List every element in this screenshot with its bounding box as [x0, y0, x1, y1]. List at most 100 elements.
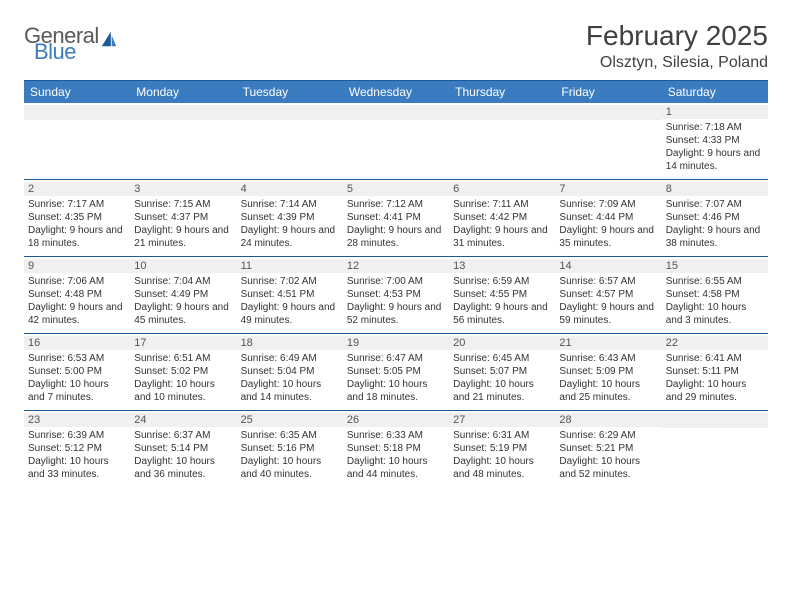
day-details: Sunrise: 7:07 AMSunset: 4:46 PMDaylight:…: [666, 198, 764, 250]
day-number: 10: [130, 259, 236, 273]
day-cell: 18 Sunrise: 6:49 AMSunset: 5:04 PMDayligh…: [237, 334, 343, 410]
day-number: 17: [130, 336, 236, 350]
calendar-page: General Blue February 2025 Olsztyn, Sile…: [0, 0, 792, 497]
header: General Blue February 2025 Olsztyn, Sile…: [24, 20, 768, 72]
day-details: Sunrise: 7:00 AMSunset: 4:53 PMDaylight:…: [347, 275, 445, 327]
day-number: 13: [449, 259, 555, 273]
day-number: 7: [555, 182, 661, 196]
day-details: Sunrise: 6:41 AMSunset: 5:11 PMDaylight:…: [666, 352, 764, 404]
day-number: 4: [237, 182, 343, 196]
day-details: Sunrise: 7:14 AMSunset: 4:39 PMDaylight:…: [241, 198, 339, 250]
day-number: 24: [130, 413, 236, 427]
day-cell: 1Sunrise: 7:18 AMSunset: 4:33 PMDaylight…: [662, 103, 768, 179]
title-block: February 2025 Olsztyn, Silesia, Poland: [586, 20, 768, 72]
day-number: 27: [449, 413, 555, 427]
day-number: 18: [237, 336, 343, 350]
week-row: 2 Sunrise: 7:17 AMSunset: 4:35 PMDaylight…: [24, 179, 768, 256]
day-details: Sunrise: 7:18 AMSunset: 4:33 PMDaylight:…: [666, 121, 764, 173]
day-details: Sunrise: 6:33 AMSunset: 5:18 PMDaylight:…: [347, 429, 445, 481]
empty-day-cell: [237, 103, 343, 179]
day-details: Sunrise: 7:12 AMSunset: 4:41 PMDaylight:…: [347, 198, 445, 250]
day-details: Sunrise: 7:09 AMSunset: 4:44 PMDaylight:…: [559, 198, 657, 250]
day-number: 5: [343, 182, 449, 196]
weekday-header-row: SundayMondayTuesdayWednesdayThursdayFrid…: [24, 81, 768, 103]
day-details: Sunrise: 7:02 AMSunset: 4:51 PMDaylight:…: [241, 275, 339, 327]
day-number: 26: [343, 413, 449, 427]
day-cell: 15 Sunrise: 6:55 AMSunset: 4:58 PMDayligh…: [662, 257, 768, 333]
weekday-header-cell: Wednesday: [343, 81, 449, 103]
day-number: 8: [662, 182, 768, 196]
day-number: 25: [237, 413, 343, 427]
day-details: Sunrise: 7:15 AMSunset: 4:37 PMDaylight:…: [134, 198, 232, 250]
day-number: [237, 105, 343, 120]
day-details: Sunrise: 7:17 AMSunset: 4:35 PMDaylight:…: [28, 198, 126, 250]
day-number: 20: [449, 336, 555, 350]
weekday-header-cell: Tuesday: [237, 81, 343, 103]
day-number: 9: [24, 259, 130, 273]
weeks-container: 1Sunrise: 7:18 AMSunset: 4:33 PMDaylight…: [24, 103, 768, 487]
page-title: February 2025: [586, 20, 768, 52]
day-cell: 10Sunrise: 7:04 AMSunset: 4:49 PMDayligh…: [130, 257, 236, 333]
logo: General Blue: [24, 26, 118, 62]
day-number: 2: [24, 182, 130, 196]
day-cell: 17 Sunrise: 6:51 AMSunset: 5:02 PMDayligh…: [130, 334, 236, 410]
day-details: Sunrise: 6:59 AMSunset: 4:55 PMDaylight:…: [453, 275, 551, 327]
day-number: 28: [555, 413, 661, 427]
day-cell: 4 Sunrise: 7:14 AMSunset: 4:39 PMDaylight…: [237, 180, 343, 256]
day-cell: 7 Sunrise: 7:09 AMSunset: 4:44 PMDaylight…: [555, 180, 661, 256]
empty-day-cell: [555, 103, 661, 179]
day-number: 21: [555, 336, 661, 350]
week-row: 16Sunrise: 6:53 AMSunset: 5:00 PMDayligh…: [24, 333, 768, 410]
day-details: Sunrise: 6:51 AMSunset: 5:02 PMDaylight:…: [134, 352, 232, 404]
day-cell: 13 Sunrise: 6:59 AMSunset: 4:55 PMDayligh…: [449, 257, 555, 333]
day-number: 3: [130, 182, 236, 196]
day-number: [343, 105, 449, 120]
day-cell: 20 Sunrise: 6:45 AMSunset: 5:07 PMDayligh…: [449, 334, 555, 410]
day-number: [555, 105, 661, 120]
empty-day-cell: [24, 103, 130, 179]
day-cell: 27Sunrise: 6:31 AMSunset: 5:19 PMDayligh…: [449, 411, 555, 487]
day-cell: 22 Sunrise: 6:41 AMSunset: 5:11 PMDayligh…: [662, 334, 768, 410]
empty-day-cell: [343, 103, 449, 179]
day-number: 16: [24, 336, 130, 350]
empty-day-cell: [130, 103, 236, 179]
day-number: [449, 105, 555, 120]
weekday-header-cell: Sunday: [24, 81, 130, 103]
day-details: Sunrise: 6:45 AMSunset: 5:07 PMDaylight:…: [453, 352, 551, 404]
day-number: [662, 413, 768, 428]
weekday-header-cell: Thursday: [449, 81, 555, 103]
logo-text-blue: Blue: [34, 42, 118, 62]
page-subtitle: Olsztyn, Silesia, Poland: [586, 54, 768, 72]
day-cell: 5 Sunrise: 7:12 AMSunset: 4:41 PMDaylight…: [343, 180, 449, 256]
week-row: 23Sunrise: 6:39 AMSunset: 5:12 PMDayligh…: [24, 410, 768, 487]
day-details: Sunrise: 6:39 AMSunset: 5:12 PMDaylight:…: [28, 429, 126, 481]
day-number: [24, 105, 130, 120]
day-number: 11: [237, 259, 343, 273]
week-row: 1Sunrise: 7:18 AMSunset: 4:33 PMDaylight…: [24, 103, 768, 179]
day-number: 6: [449, 182, 555, 196]
day-details: Sunrise: 6:49 AMSunset: 5:04 PMDaylight:…: [241, 352, 339, 404]
day-cell: 26 Sunrise: 6:33 AMSunset: 5:18 PMDayligh…: [343, 411, 449, 487]
day-details: Sunrise: 6:57 AMSunset: 4:57 PMDaylight:…: [559, 275, 657, 327]
day-cell: 9Sunrise: 7:06 AMSunset: 4:48 PMDaylight…: [24, 257, 130, 333]
day-cell: 21 Sunrise: 6:43 AMSunset: 5:09 PMDayligh…: [555, 334, 661, 410]
day-details: Sunrise: 6:43 AMSunset: 5:09 PMDaylight:…: [559, 352, 657, 404]
day-number: 19: [343, 336, 449, 350]
day-cell: 2 Sunrise: 7:17 AMSunset: 4:35 PMDaylight…: [24, 180, 130, 256]
weekday-header-cell: Friday: [555, 81, 661, 103]
day-details: Sunrise: 6:47 AMSunset: 5:05 PMDaylight:…: [347, 352, 445, 404]
day-cell: 19 Sunrise: 6:47 AMSunset: 5:05 PMDayligh…: [343, 334, 449, 410]
week-row: 9Sunrise: 7:06 AMSunset: 4:48 PMDaylight…: [24, 256, 768, 333]
weekday-header-cell: Saturday: [662, 81, 768, 103]
day-details: Sunrise: 6:35 AMSunset: 5:16 PMDaylight:…: [241, 429, 339, 481]
day-cell: 23Sunrise: 6:39 AMSunset: 5:12 PMDayligh…: [24, 411, 130, 487]
calendar-table: SundayMondayTuesdayWednesdayThursdayFrid…: [24, 80, 768, 487]
day-number: 22: [662, 336, 768, 350]
day-cell: 25 Sunrise: 6:35 AMSunset: 5:16 PMDayligh…: [237, 411, 343, 487]
day-details: Sunrise: 7:11 AMSunset: 4:42 PMDaylight:…: [453, 198, 551, 250]
day-cell: 12 Sunrise: 7:00 AMSunset: 4:53 PMDayligh…: [343, 257, 449, 333]
day-number: 12: [343, 259, 449, 273]
day-cell: 11 Sunrise: 7:02 AMSunset: 4:51 PMDayligh…: [237, 257, 343, 333]
day-number: 15: [662, 259, 768, 273]
day-details: Sunrise: 6:55 AMSunset: 4:58 PMDaylight:…: [666, 275, 764, 327]
